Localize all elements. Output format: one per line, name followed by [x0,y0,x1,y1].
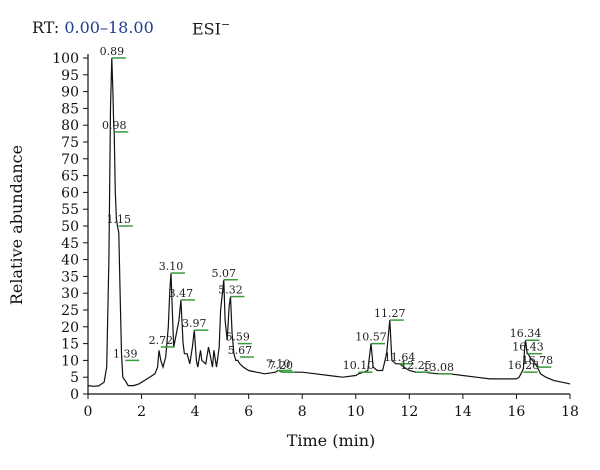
peak-label: 10.10 [343,359,375,372]
ionization-mode-label: ESI [192,19,221,39]
rt-range: 0.00–18.00 [64,18,154,37]
x-tick-label: 0 [84,404,93,420]
x-axis-label: Time (min) [287,431,376,450]
y-tick-label: 85 [61,101,79,117]
y-tick-label: 65 [61,169,79,185]
y-tick-label: 60 [61,185,79,201]
peak-label: 5.32 [218,284,243,297]
y-tick-label: 45 [61,236,79,252]
x-tick-label: 2 [137,404,146,420]
y-tick-label: 20 [61,320,79,336]
y-tick-label: 25 [61,303,79,319]
x-tick-label: 16 [508,404,526,420]
peak-label: 11.27 [374,307,406,320]
x-tick-label: 8 [298,404,307,420]
y-tick-label: 75 [61,135,79,151]
y-tick-label: 100 [52,51,79,67]
y-tick-label: 55 [61,202,79,218]
peak-label: 16.26 [508,359,540,372]
x-tick-label: 10 [347,404,365,420]
peak-label: 10.57 [355,331,387,344]
peak-label: 3.10 [159,260,184,273]
y-tick-label: 90 [61,85,79,101]
peak-label: 7.20 [269,359,294,372]
peak-label: 11.64 [384,351,416,364]
peak-label: 1.39 [113,347,138,360]
peak-label: 5.59 [225,331,250,344]
y-tick-label: 30 [61,286,79,302]
peak-label: 5.07 [212,267,237,280]
y-tick-label: 95 [61,68,79,84]
peak-label: 2.72 [149,334,174,347]
y-tick-label: 5 [70,370,79,386]
chromatogram-trace [87,57,571,387]
peak-label: 1.15 [107,213,132,226]
peak-label: 3.97 [182,317,207,330]
x-tick-label: 4 [191,404,200,420]
peak-label: 16.43 [512,341,544,354]
x-tick-label: 12 [400,404,418,420]
peak-label: 0.98 [102,119,127,132]
ionization-mode-sign: − [220,18,231,31]
peak-labels: 0.89 0.98 1.15 1.39 2.72 3.10 3.47 3.97 5.07 5.32… [100,45,554,375]
peak-label: 12.25 [400,359,432,372]
peak-label: 13.08 [423,361,455,374]
peak-label: 16.34 [510,327,542,340]
y-tick-label: 0 [70,387,79,403]
peak-label: 5.67 [228,344,253,357]
y-tick-label: 40 [61,253,79,269]
y-tick-label: 70 [61,152,79,168]
ionization-mode: ESI− [192,18,230,38]
y-tick-label: 35 [61,269,79,285]
x-tick-label: 14 [454,404,472,420]
y-axis-label: Relative abundance [7,145,26,305]
axes: 0510152025303540455055606570758085909510… [52,51,579,420]
y-tick-label: 80 [61,118,79,134]
y-tick-label: 15 [61,337,79,353]
y-tick-label: 50 [61,219,79,235]
peak-label: 0.89 [100,45,125,58]
peak-label: 7.10 [266,357,291,370]
rt-label: RT: [32,18,60,37]
rt-header: RT: 0.00–18.00 [32,18,154,37]
peak-label: 16.78 [522,354,554,367]
peak-label: 3.47 [169,287,194,300]
y-tick-label: 10 [61,353,79,369]
x-tick-label: 18 [561,404,579,420]
x-tick-label: 6 [244,404,253,420]
